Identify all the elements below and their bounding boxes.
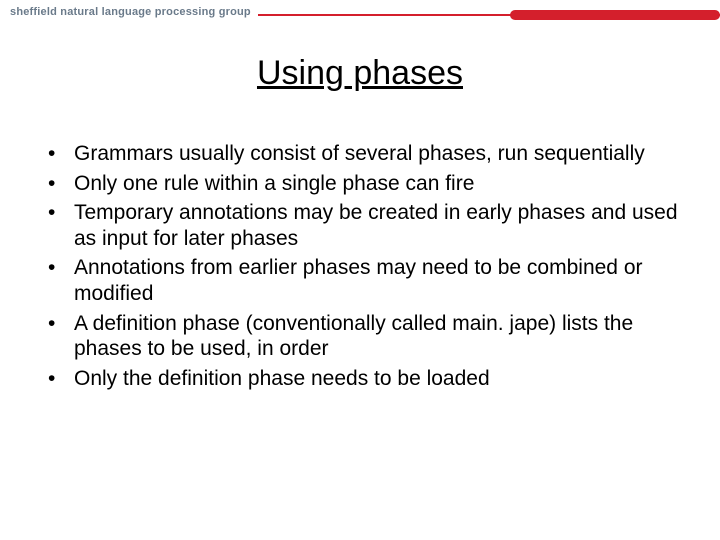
list-item: Annotations from earlier phases may need…	[48, 255, 680, 306]
accent-line-thick	[510, 10, 720, 20]
list-item: A definition phase (conventionally calle…	[48, 311, 680, 362]
accent-line	[258, 10, 720, 20]
bullet-list: Grammars usually consist of several phas…	[48, 141, 680, 391]
slide-content: Grammars usually consist of several phas…	[0, 141, 720, 391]
group-label: sheffield natural language processing gr…	[10, 6, 251, 18]
list-item: Grammars usually consist of several phas…	[48, 141, 680, 167]
list-item: Temporary annotations may be created in …	[48, 200, 680, 251]
list-item: Only one rule within a single phase can …	[48, 171, 680, 197]
slide-header: sheffield natural language processing gr…	[0, 0, 720, 34]
list-item: Only the definition phase needs to be lo…	[48, 366, 680, 392]
slide-title: Using phases	[0, 54, 720, 93]
